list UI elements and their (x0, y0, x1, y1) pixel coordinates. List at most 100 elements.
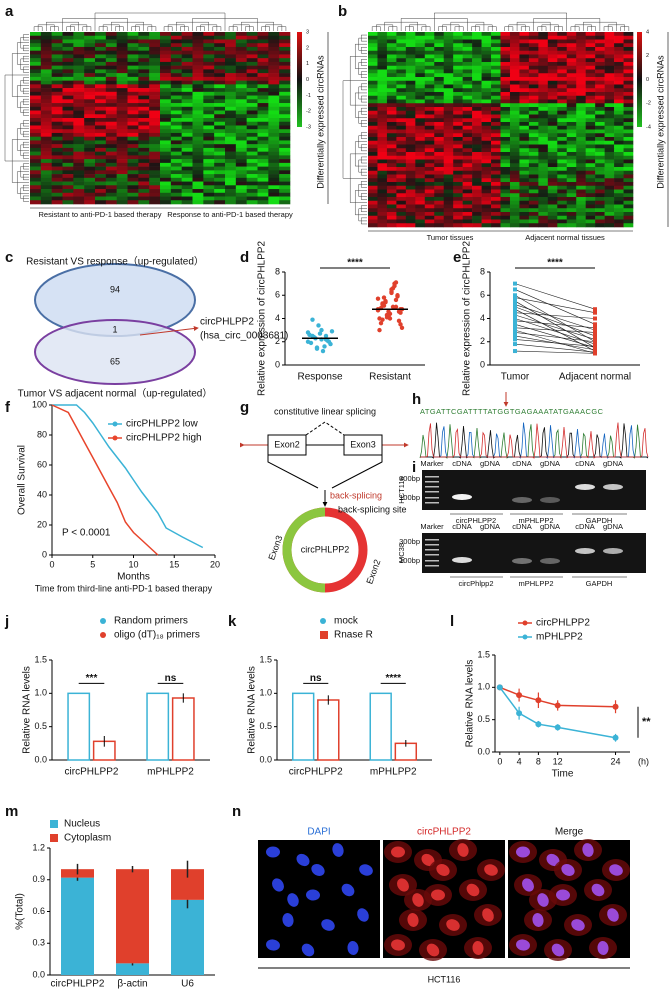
heatmap-cell (279, 84, 291, 89)
heatmap-cell (557, 159, 568, 164)
heatmap-cell (246, 61, 258, 66)
heatmap-cell (566, 73, 577, 78)
heatmap-cell (491, 92, 501, 97)
heatmap-cell (491, 223, 501, 228)
heatmap-cell (585, 58, 596, 63)
heatmap-cell (472, 223, 482, 228)
heatmap-cell (51, 121, 63, 126)
heatmap-cell (84, 200, 96, 205)
heatmap-cell (453, 58, 463, 63)
heatmap-cell (481, 155, 492, 160)
heatmap-cell (73, 114, 85, 119)
heatmap-cell (257, 185, 269, 190)
heatmap-cell (604, 174, 615, 179)
heatmap-cell (192, 166, 204, 171)
dendrogram (360, 95, 367, 103)
heatmap-cell (127, 69, 139, 74)
heatmap-cell (547, 103, 558, 108)
heatmap-cell (566, 193, 577, 198)
heatmap-cell (405, 152, 416, 157)
heatmap-cell (424, 208, 435, 213)
heatmap-cell (181, 106, 193, 111)
heatmap-cell (576, 58, 586, 63)
heatmap-cell (192, 121, 204, 126)
heatmap-cell (192, 99, 204, 104)
heatmap-cell (576, 212, 586, 217)
x-tick-label: Adjacent normal (559, 372, 631, 383)
heatmap-cell (279, 61, 291, 66)
funnel (267, 455, 383, 489)
dendrogram (570, 26, 580, 31)
heatmap-cell (557, 204, 568, 209)
heatmap-cell (268, 200, 280, 205)
data-point (393, 297, 399, 303)
heatmap-cell (519, 182, 530, 187)
heatmap-cell (268, 32, 280, 37)
heatmap-cell (84, 159, 96, 164)
heatmap-cell (51, 88, 63, 93)
data-point (513, 299, 517, 304)
y-axis-label: %(Total) (15, 893, 26, 930)
heatmap-cell (443, 129, 454, 134)
heatmap-cell (116, 46, 128, 51)
heatmap-cell (368, 193, 378, 198)
lane-label: cDNA (452, 522, 472, 531)
heatmap-cell (257, 155, 269, 160)
heatmap-cell (73, 76, 85, 81)
heatmap-cell (138, 69, 150, 74)
heatmap-cell (105, 69, 117, 74)
heatmap-cell (386, 208, 397, 213)
heatmap-cell (40, 162, 52, 167)
heatmap-cell (386, 118, 397, 123)
dendrogram (70, 24, 88, 31)
dendrogram (620, 26, 630, 31)
heatmap-cell (170, 121, 182, 126)
heatmap-cell (181, 147, 193, 152)
heatmap-cell (576, 152, 586, 157)
heatmap-cell (623, 170, 634, 175)
nucleus (532, 913, 544, 927)
heatmap-cell (268, 46, 280, 51)
heatmap-cell (279, 166, 291, 171)
heatmap-cell (95, 103, 107, 108)
heatmap-cell (368, 32, 378, 37)
panel-letter: h (412, 391, 421, 408)
heatmap-cell (595, 178, 605, 183)
lane-label: gDNA (480, 459, 500, 468)
heatmap-cell (116, 58, 128, 63)
heatmap-cell (500, 58, 511, 63)
heatmap-cell (95, 46, 107, 51)
heatmap-cell (576, 125, 586, 130)
heatmap-cell (51, 132, 63, 137)
heatmap-cell (203, 159, 215, 164)
heatmap-cell (84, 91, 96, 96)
heatmap-cell (462, 163, 473, 168)
heatmap-cell (462, 219, 473, 224)
data-point (516, 710, 523, 717)
heatmap-cell (257, 174, 269, 179)
heatmap-cell (279, 46, 291, 51)
heatmap-cell (614, 84, 624, 89)
heatmap-cell (443, 95, 454, 100)
heatmap-cell (424, 39, 435, 44)
heatmap-cell (424, 62, 435, 67)
heatmap-cell (424, 167, 435, 172)
y-axis-label: Relative expression of circPHLPP2 (462, 241, 473, 397)
heatmap-cell (500, 148, 511, 153)
group-label: GAPDH (586, 516, 613, 525)
heatmap-cell (95, 106, 107, 111)
heatmap-cell (181, 196, 193, 201)
heatmap-cell (116, 39, 128, 44)
heatmap-cell (557, 62, 568, 67)
heatmap-cell (138, 91, 150, 96)
heatmap-cell (235, 174, 247, 179)
heatmap-cell (604, 170, 615, 175)
panel-letter: f (5, 399, 11, 416)
heatmap-cell (491, 212, 501, 217)
heatmap-cell (509, 219, 520, 224)
heatmap-cell (424, 200, 435, 205)
heatmap-cell (192, 106, 204, 111)
heatmap-cell (623, 148, 634, 153)
heatmap-cell (528, 80, 539, 85)
heatmap-cell (170, 76, 182, 81)
